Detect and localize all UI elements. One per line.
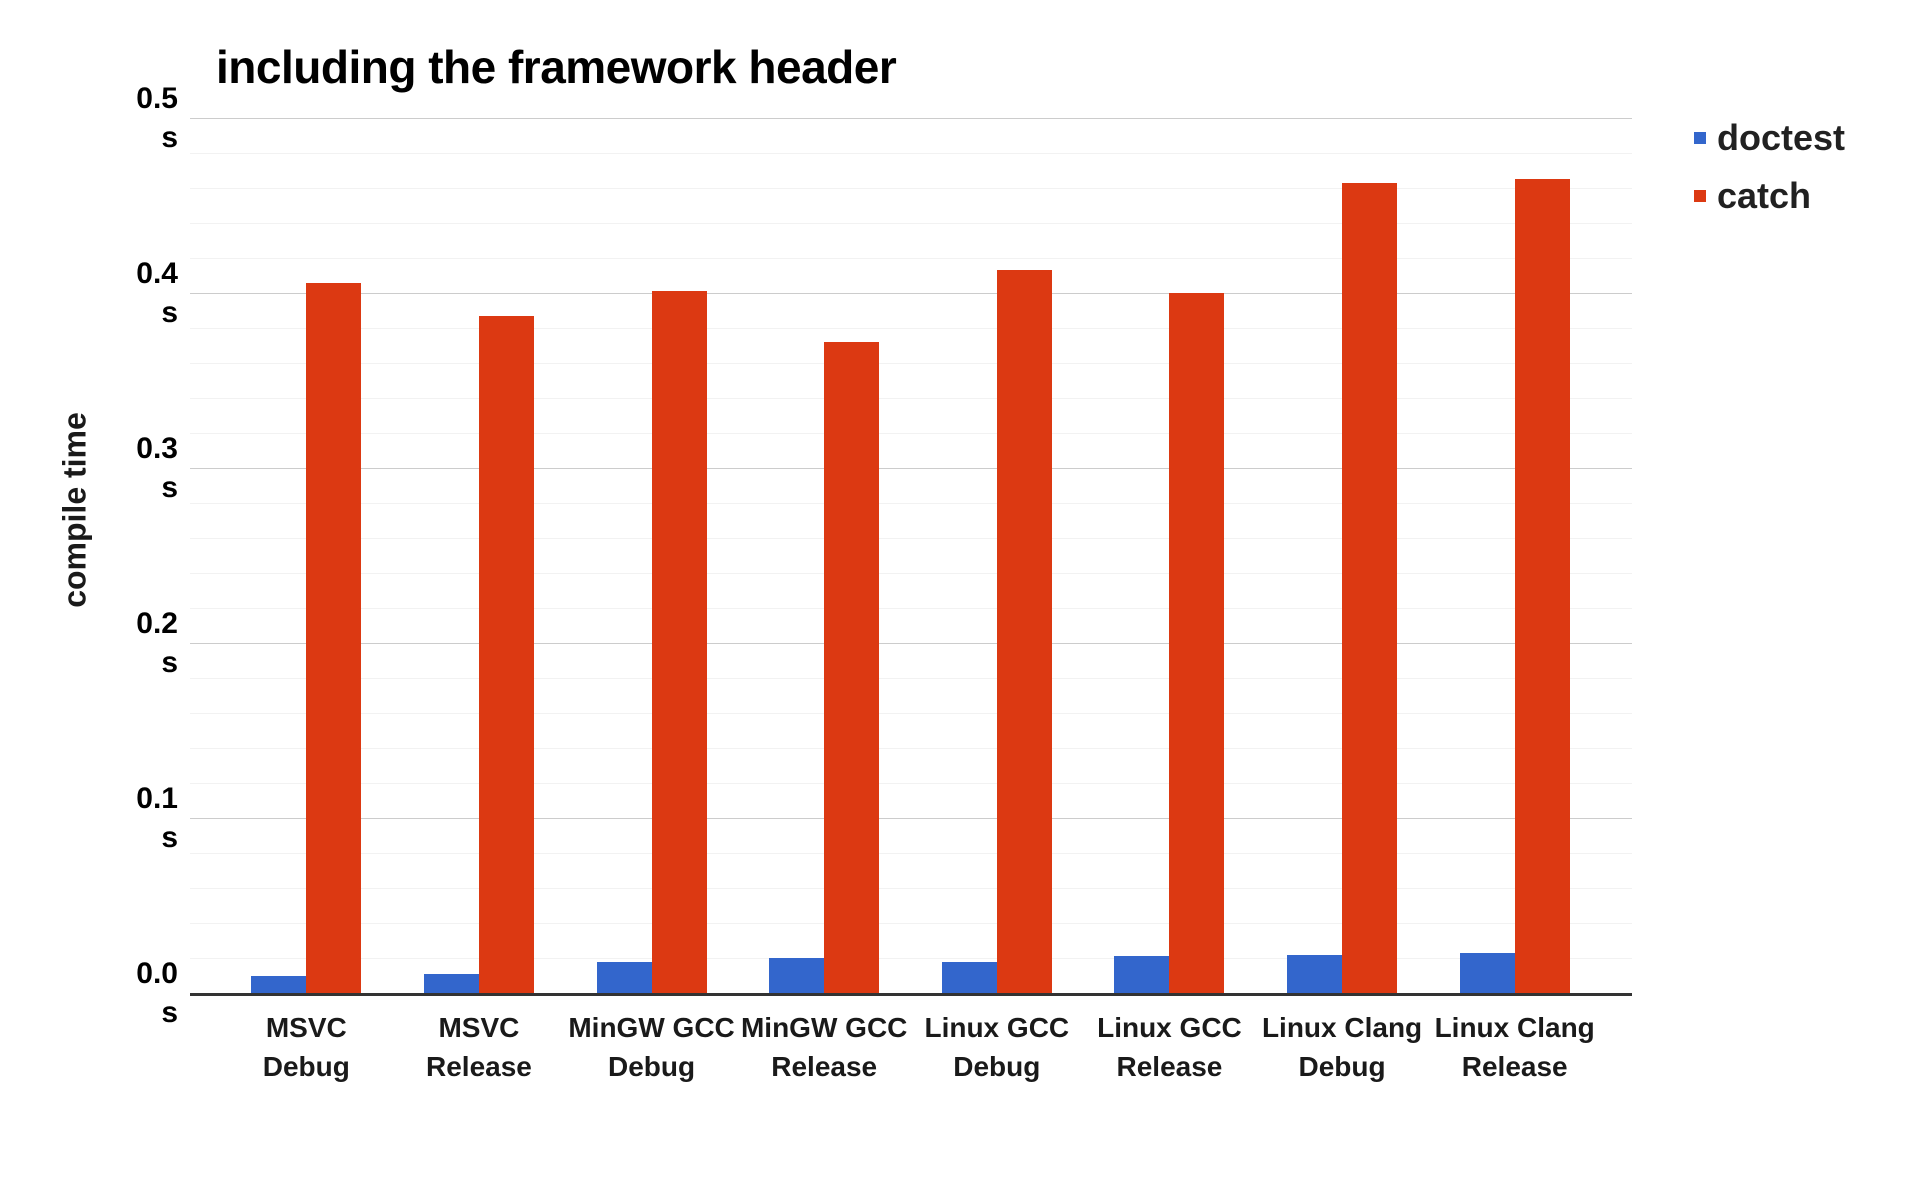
bar-catch-1[interactable]	[478, 315, 534, 993]
x-category-label: MSVC Debug	[262, 1012, 350, 1082]
gridline-major	[190, 293, 1632, 294]
legend-item-catch: catch	[1694, 174, 1845, 218]
bar-catch-6[interactable]	[1342, 182, 1398, 993]
gridline-minor	[190, 538, 1632, 539]
gridline-major	[190, 818, 1632, 819]
bar-catch-7[interactable]	[1514, 179, 1570, 993]
chart-title: including the framework header	[216, 41, 897, 93]
gridline-minor	[190, 958, 1632, 959]
bar-group	[1428, 118, 1601, 993]
bar-group	[393, 118, 566, 993]
gridline-minor	[190, 748, 1632, 749]
legend-swatch-icon	[1694, 132, 1706, 144]
bar-group	[738, 118, 911, 993]
x-category-label: MinGW GCC Debug	[568, 1012, 735, 1082]
legend: doctest catch	[1694, 116, 1845, 232]
gridline-minor	[190, 678, 1632, 679]
bar-doctest-6[interactable]	[1287, 954, 1343, 993]
bar-doctest-2[interactable]	[596, 961, 652, 993]
gridline-minor	[190, 188, 1632, 189]
bar-catch-0[interactable]	[306, 282, 362, 993]
bar-group	[1256, 118, 1429, 993]
x-category-label: Linux GCC Release	[1097, 1012, 1242, 1082]
gridline-minor	[190, 433, 1632, 434]
gridline-major	[190, 643, 1632, 644]
bar-group	[565, 118, 738, 993]
gridline-minor	[190, 853, 1632, 854]
gridline-major	[190, 468, 1632, 469]
y-tick-label: 0.0 s	[136, 957, 178, 1029]
gridline-major	[190, 118, 1632, 119]
bar-doctest-1[interactable]	[423, 973, 479, 993]
bar-group	[911, 118, 1084, 993]
gridline-minor	[190, 713, 1632, 714]
gridline-minor	[190, 573, 1632, 574]
legend-label: doctest	[1717, 117, 1846, 158]
x-category-label: Linux GCC Debug	[924, 1012, 1070, 1082]
y-tick-label: 0.1 s	[136, 782, 178, 854]
bar-group	[220, 118, 393, 993]
legend-label: catch	[1717, 175, 1812, 216]
x-category-label: Linux Clang Debug	[1261, 1012, 1423, 1082]
gridline-minor	[190, 328, 1632, 329]
y-tick-label: 0.4 s	[136, 257, 178, 329]
bar-doctest-0[interactable]	[251, 975, 307, 993]
gridline-minor	[190, 363, 1632, 364]
bar-doctest-7[interactable]	[1459, 952, 1515, 993]
gridline-minor	[190, 153, 1632, 154]
bar-doctest-3[interactable]	[769, 958, 825, 993]
gridline-minor	[190, 398, 1632, 399]
x-category-label: MSVC Release	[426, 1012, 532, 1082]
gridline-minor	[190, 923, 1632, 924]
bar-catch-3[interactable]	[824, 342, 880, 993]
bar-doctest-5[interactable]	[1114, 956, 1170, 993]
gridline-minor	[190, 258, 1632, 259]
gridline-minor	[190, 223, 1632, 224]
plot-area	[190, 118, 1632, 996]
gridline-minor	[190, 888, 1632, 889]
bar-catch-2[interactable]	[651, 291, 707, 993]
bar-groups	[220, 118, 1601, 993]
bar-doctest-4[interactable]	[941, 961, 997, 993]
bar-group	[1083, 118, 1256, 993]
legend-swatch-icon	[1694, 190, 1706, 202]
bar-catch-4[interactable]	[996, 270, 1052, 993]
bar-catch-5[interactable]	[1169, 293, 1225, 993]
y-tick-label: 0.5 s	[136, 82, 178, 154]
x-category-label: Linux Clang Release	[1434, 1012, 1595, 1082]
y-tick-label: 0.2 s	[136, 607, 178, 679]
gridline-minor	[190, 503, 1632, 504]
x-category-label: MinGW GCC Release	[740, 1012, 908, 1082]
legend-item-doctest: doctest	[1694, 116, 1845, 160]
x-axis-category-labels: MSVC Debug MSVC Release MinGW GCC Debug Min…	[220, 1008, 1601, 1086]
y-tick-label: 0.3 s	[136, 432, 178, 504]
gridline-minor	[190, 783, 1632, 784]
gridline-minor	[190, 608, 1632, 609]
